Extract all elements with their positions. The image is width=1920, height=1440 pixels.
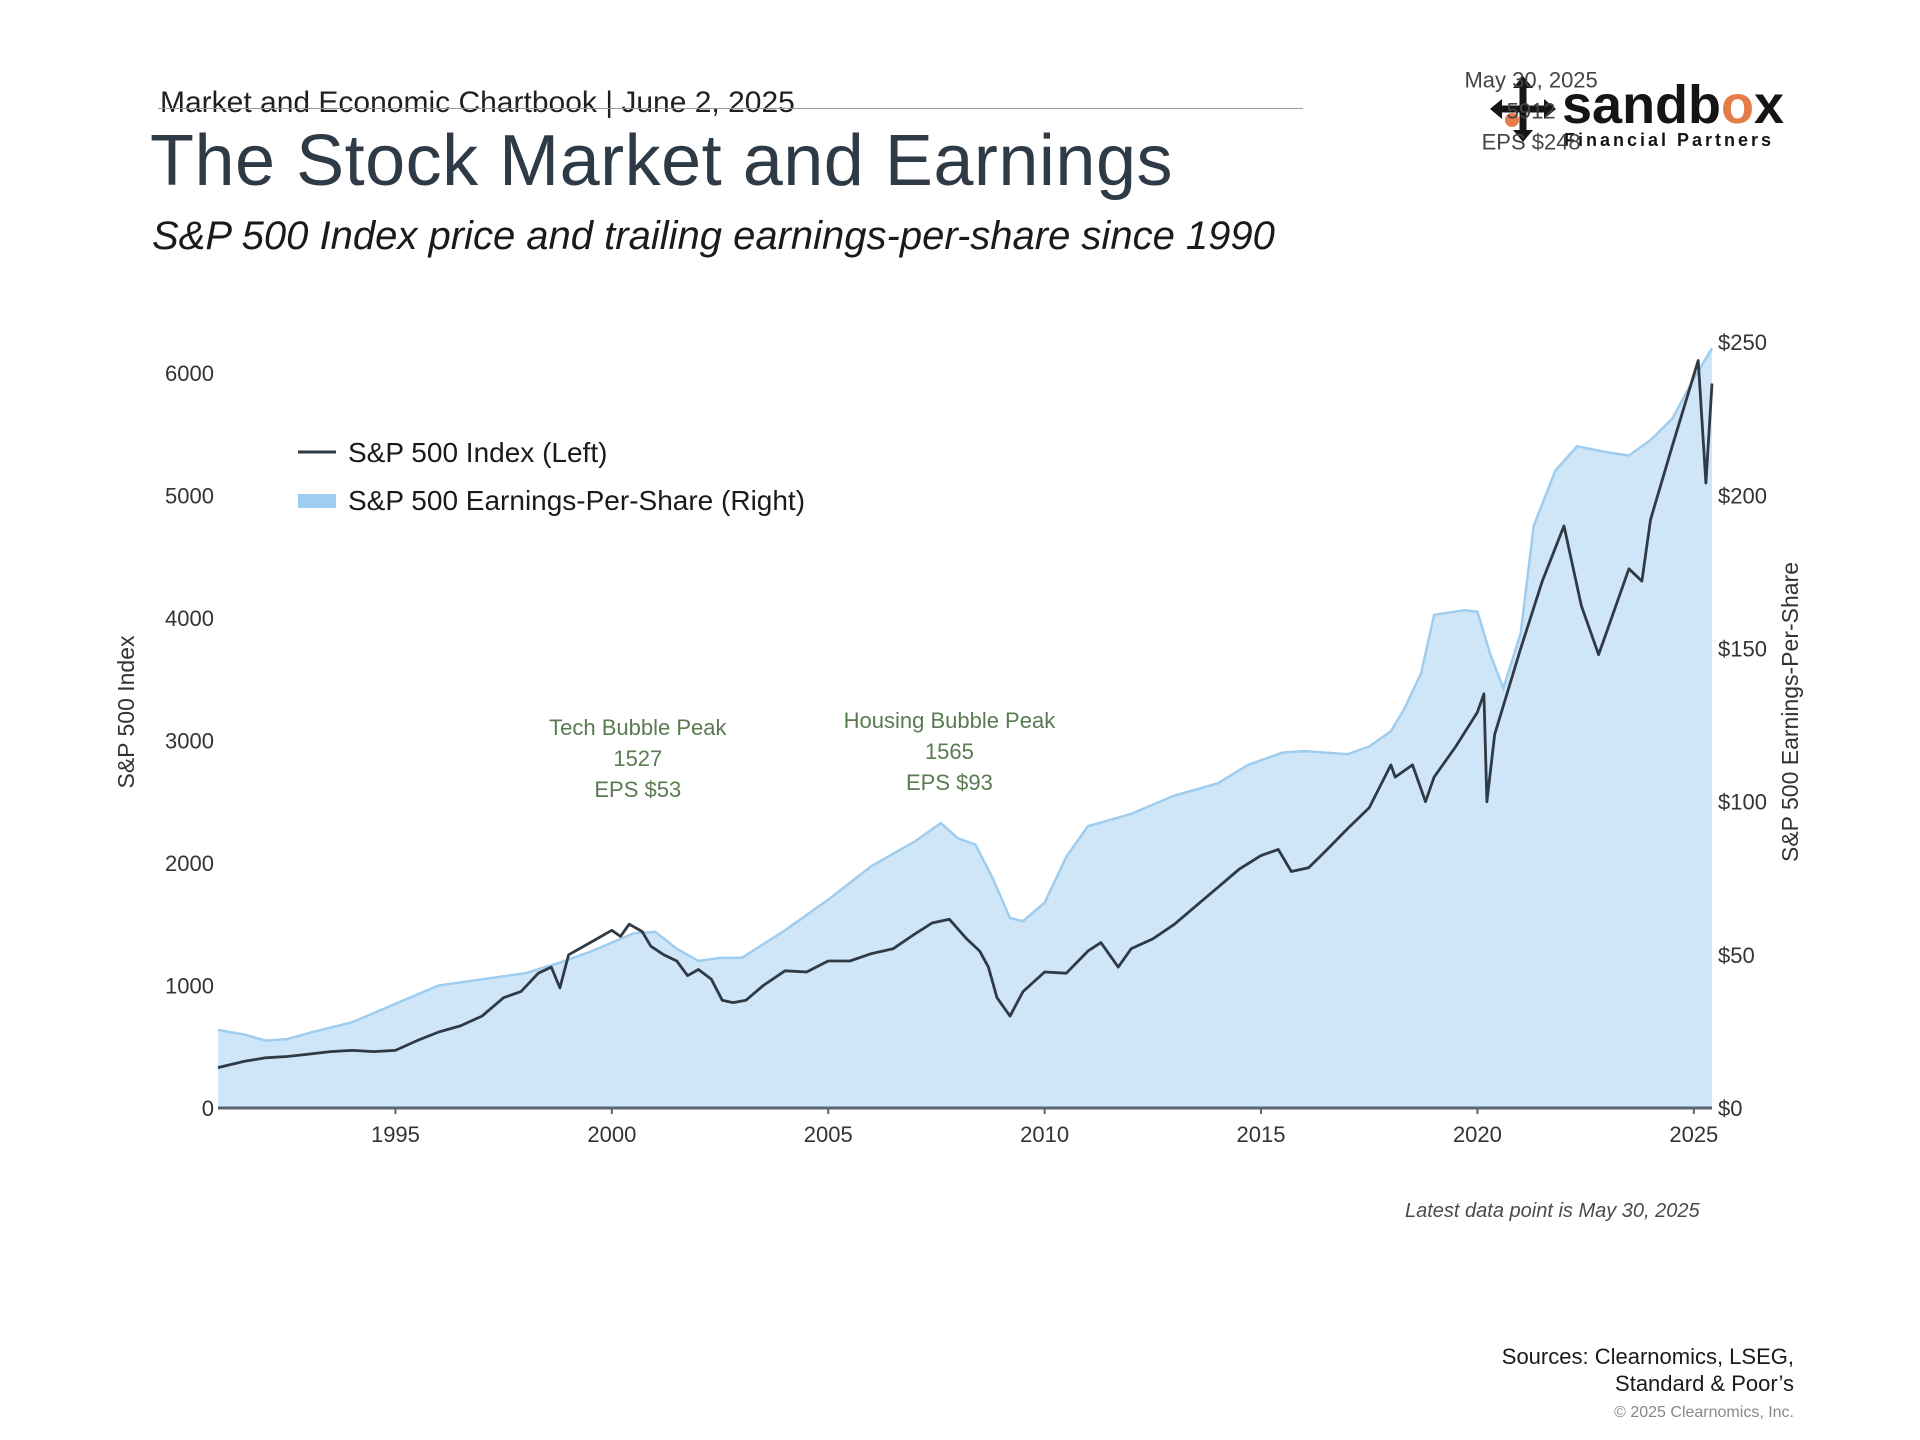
x-tick-label: 2015 [1237,1122,1286,1147]
logo-wordmark-suffix: x [1754,75,1785,135]
annotation-tech-bubble-line: Tech Bubble Peak [549,715,727,740]
annotation-latest-line: EPS $248 [1482,130,1581,155]
sandbox-logo: sandbox Financial Partners [1490,72,1784,152]
compass-arrows-icon [1490,76,1556,142]
eps-area [218,348,1712,1108]
logo-wordmark-prefix: sandb [1562,75,1722,135]
annotation-tech-bubble-line: 1527 [613,746,662,771]
x-tick-label: 2005 [804,1122,853,1147]
page-title: The Stock Market and Earnings [150,121,1173,201]
y-left-tick-label: 0 [202,1096,214,1121]
sources-line-2: Standard & Poor’s [1615,1371,1794,1396]
y-left-tick-label: 1000 [165,973,214,998]
sources-line-1: Sources: Clearnomics, LSEG, [1501,1344,1794,1369]
y-left-axis-title: S&P 500 Index [113,635,139,789]
y-right-tick-label: $50 [1718,943,1755,968]
copyright-note: © 2025 Clearnomics, Inc. [1614,1404,1794,1421]
index-line [217,359,1714,1069]
x-tick-label: 1995 [371,1122,420,1147]
y-right-tick-label: $100 [1718,790,1767,815]
logo-wordmark: sandbox [1562,74,1784,136]
x-tick-label: 2000 [587,1122,636,1147]
y-left-tick-label: 2000 [165,851,214,876]
eps-edge-line [217,347,1714,1042]
legend-eps-swatch [298,494,336,508]
y-right-tick-label: $0 [1718,1096,1742,1121]
legend-eps-label: S&P 500 Earnings-Per-Share (Right) [348,485,805,516]
chartbook-header: Market and Economic Chartbook | June 2, … [160,86,795,119]
annotation-latest-line: May 30, 2025 [1464,68,1597,93]
legend-index-label: S&P 500 Index (Left) [348,437,607,468]
annotation-housing-bubble-line: 1565 [925,739,974,764]
annotation-latest-line: 5912 [1507,99,1556,124]
annotation-housing-bubble-line: Housing Bubble Peak [844,708,1057,733]
annotation-tech-bubble-line: EPS $53 [594,777,681,802]
y-right-tick-label: $200 [1718,483,1767,508]
x-tick-label: 2010 [1020,1122,1069,1147]
y-right-tick-label: $150 [1718,636,1767,661]
y-left-tick-label: 4000 [165,606,214,631]
x-tick-label: 2025 [1669,1122,1718,1147]
logo-tagline: Financial Partners [1564,130,1775,150]
page-subtitle: S&P 500 Index price and trailing earning… [152,214,1275,258]
y-left-tick-label: 6000 [165,361,214,386]
x-tick-label: 2020 [1453,1122,1502,1147]
logo-wordmark-o: o [1721,75,1755,135]
y-right-tick-label: $250 [1718,330,1767,355]
sources-note: Sources: Clearnomics, LSEG, Standard & P… [1502,1343,1794,1397]
header-divider [158,108,1303,109]
y-left-tick-label: 3000 [165,728,214,753]
latest-data-note: Latest data point is May 30, 2025 [1405,1200,1700,1222]
y-left-tick-label: 5000 [165,483,214,508]
annotation-housing-bubble-line: EPS $93 [906,770,993,795]
y-right-axis-title: S&P 500 Earnings-Per-Share [1777,562,1803,862]
